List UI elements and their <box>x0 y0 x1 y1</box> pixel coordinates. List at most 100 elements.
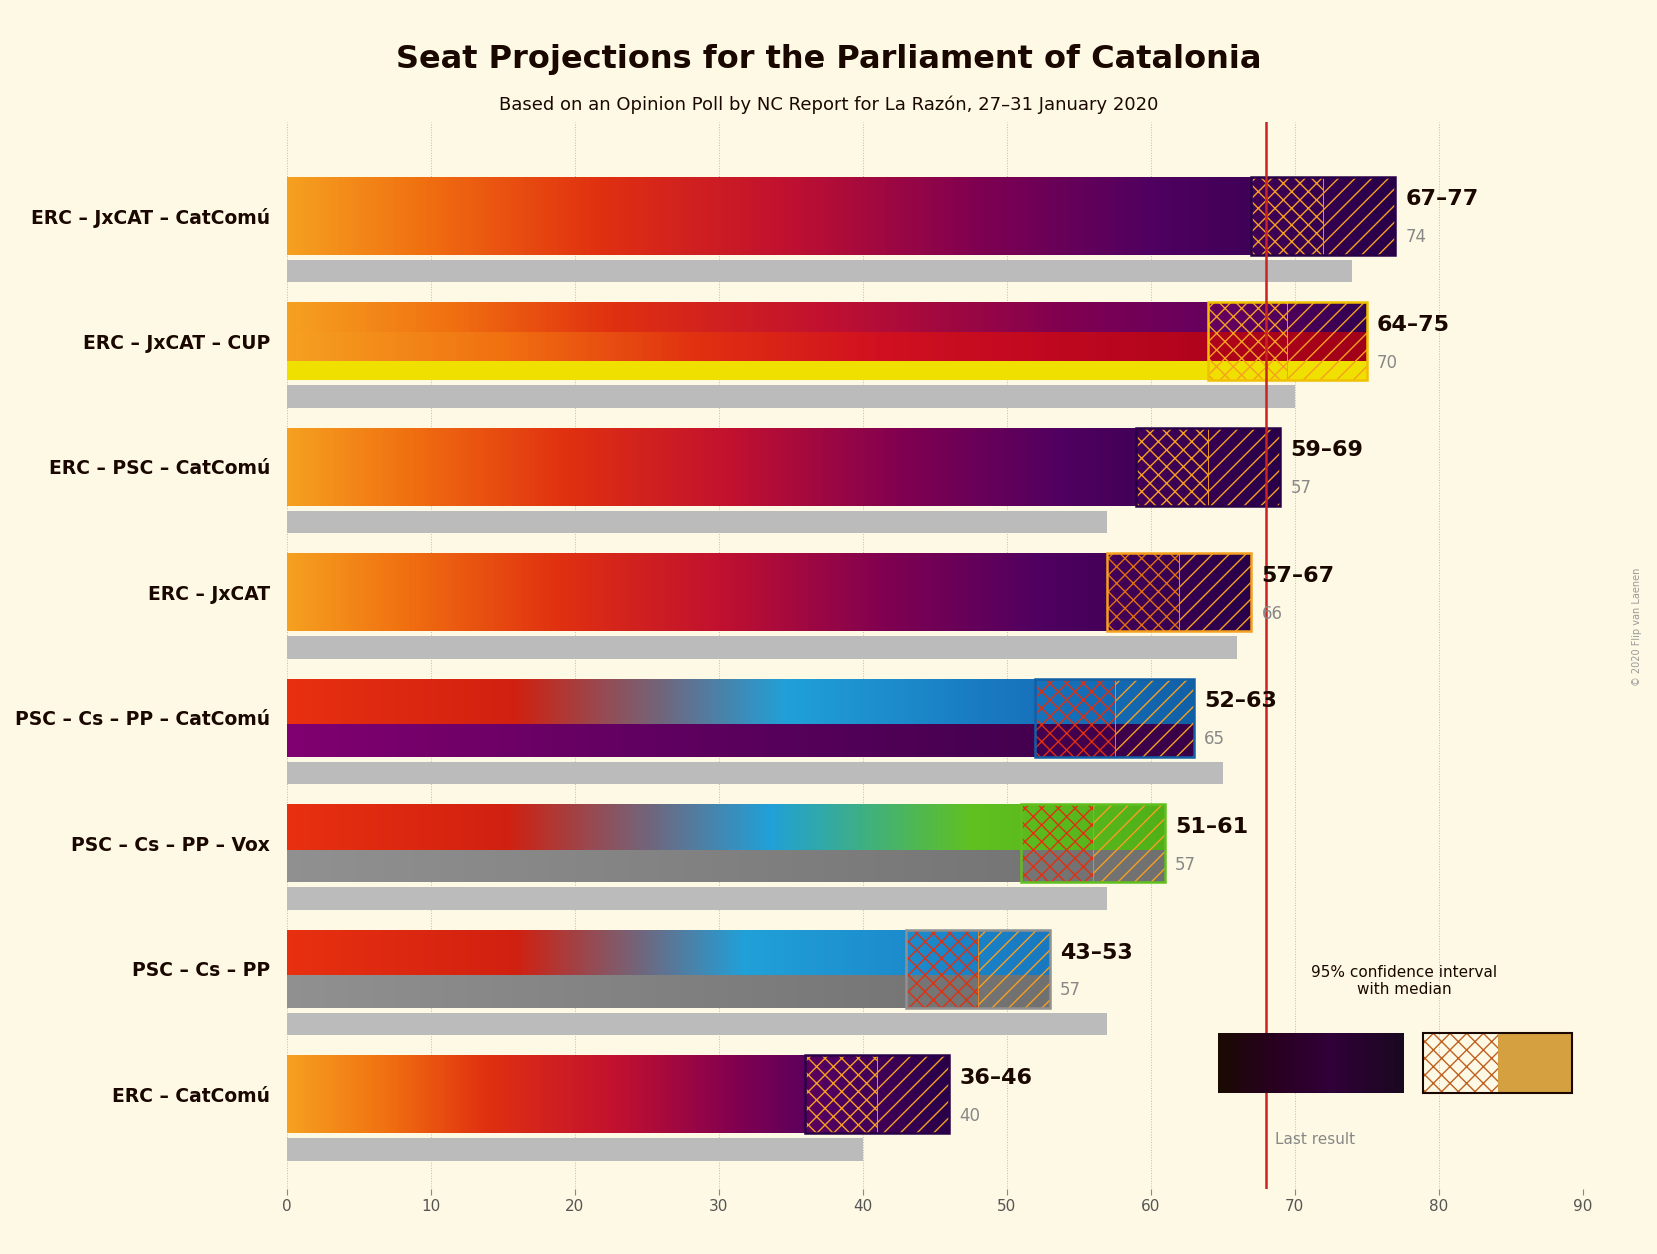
Bar <box>978 804 981 849</box>
Bar <box>393 804 394 849</box>
Bar <box>355 849 356 883</box>
Bar <box>1118 724 1122 756</box>
Bar <box>684 976 686 1008</box>
Bar <box>348 724 350 756</box>
Bar <box>787 361 790 380</box>
Bar <box>862 976 865 1008</box>
Bar <box>1158 724 1160 756</box>
Bar <box>1135 849 1138 883</box>
Bar <box>557 849 558 883</box>
Bar <box>539 1056 540 1134</box>
Bar <box>925 332 928 361</box>
Bar <box>686 930 689 976</box>
Bar <box>908 976 910 1008</box>
Bar <box>368 177 371 255</box>
Bar <box>708 553 711 631</box>
Bar <box>1097 302 1100 332</box>
Bar <box>746 177 749 255</box>
Bar <box>509 428 512 505</box>
Bar <box>340 930 343 976</box>
Bar <box>373 930 376 976</box>
Bar <box>635 930 638 976</box>
Bar <box>625 428 628 505</box>
Bar <box>361 1056 365 1134</box>
Bar <box>989 302 993 332</box>
Bar <box>1137 302 1140 332</box>
Bar <box>1239 1033 1243 1092</box>
Bar <box>664 361 668 380</box>
Bar <box>1110 553 1114 631</box>
Bar <box>399 553 403 631</box>
Bar <box>553 724 555 756</box>
Bar <box>1011 553 1014 631</box>
Bar <box>842 177 845 255</box>
Bar <box>953 553 956 631</box>
Bar <box>1281 302 1284 332</box>
Bar <box>1291 1033 1292 1092</box>
Bar <box>555 428 558 505</box>
Bar <box>500 804 504 849</box>
Bar <box>310 976 312 1008</box>
Bar <box>396 678 399 724</box>
Bar <box>404 804 408 849</box>
Bar <box>537 976 539 1008</box>
Bar <box>913 930 915 976</box>
Bar <box>1327 332 1331 361</box>
Bar <box>754 332 759 361</box>
Bar <box>408 678 411 724</box>
Bar <box>626 1056 630 1134</box>
Bar <box>1037 976 1039 1008</box>
Bar <box>383 804 386 849</box>
Bar <box>515 804 519 849</box>
Bar <box>938 332 941 361</box>
Bar <box>474 724 477 756</box>
Bar <box>759 804 761 849</box>
Bar <box>449 428 452 505</box>
Bar <box>308 177 313 255</box>
Bar <box>741 332 744 361</box>
Bar <box>1316 302 1321 332</box>
Bar <box>694 724 698 756</box>
Bar <box>822 849 825 883</box>
Bar <box>688 428 691 505</box>
Bar <box>298 332 302 361</box>
Bar <box>815 976 819 1008</box>
Bar <box>520 302 524 332</box>
Bar <box>1178 724 1181 756</box>
Bar <box>915 177 918 255</box>
Bar <box>855 332 858 361</box>
Bar <box>802 332 805 361</box>
Bar <box>542 302 545 332</box>
Bar <box>729 976 732 1008</box>
Bar <box>290 361 293 380</box>
Bar <box>744 302 747 332</box>
Bar <box>830 1056 832 1134</box>
Bar <box>767 177 771 255</box>
Bar <box>998 849 1001 883</box>
Bar <box>744 849 746 883</box>
Bar <box>1167 678 1170 724</box>
Bar <box>1190 302 1193 332</box>
Bar <box>1238 302 1241 332</box>
Bar <box>466 428 469 505</box>
Bar <box>543 724 547 756</box>
Bar <box>683 678 686 724</box>
Bar <box>1276 361 1281 380</box>
Bar <box>373 332 376 361</box>
Bar <box>1029 976 1032 1008</box>
Bar <box>469 678 471 724</box>
Bar <box>1170 678 1173 724</box>
Bar <box>1286 1033 1287 1092</box>
Bar <box>542 849 545 883</box>
Bar <box>814 976 815 1008</box>
Bar <box>558 724 562 756</box>
Bar <box>1060 678 1064 724</box>
Bar <box>466 1056 467 1134</box>
Bar <box>691 804 694 849</box>
Bar <box>668 428 671 505</box>
Bar <box>1241 553 1244 631</box>
Bar <box>366 1056 368 1134</box>
Bar <box>722 804 726 849</box>
Bar <box>913 361 916 380</box>
Bar <box>890 930 891 976</box>
